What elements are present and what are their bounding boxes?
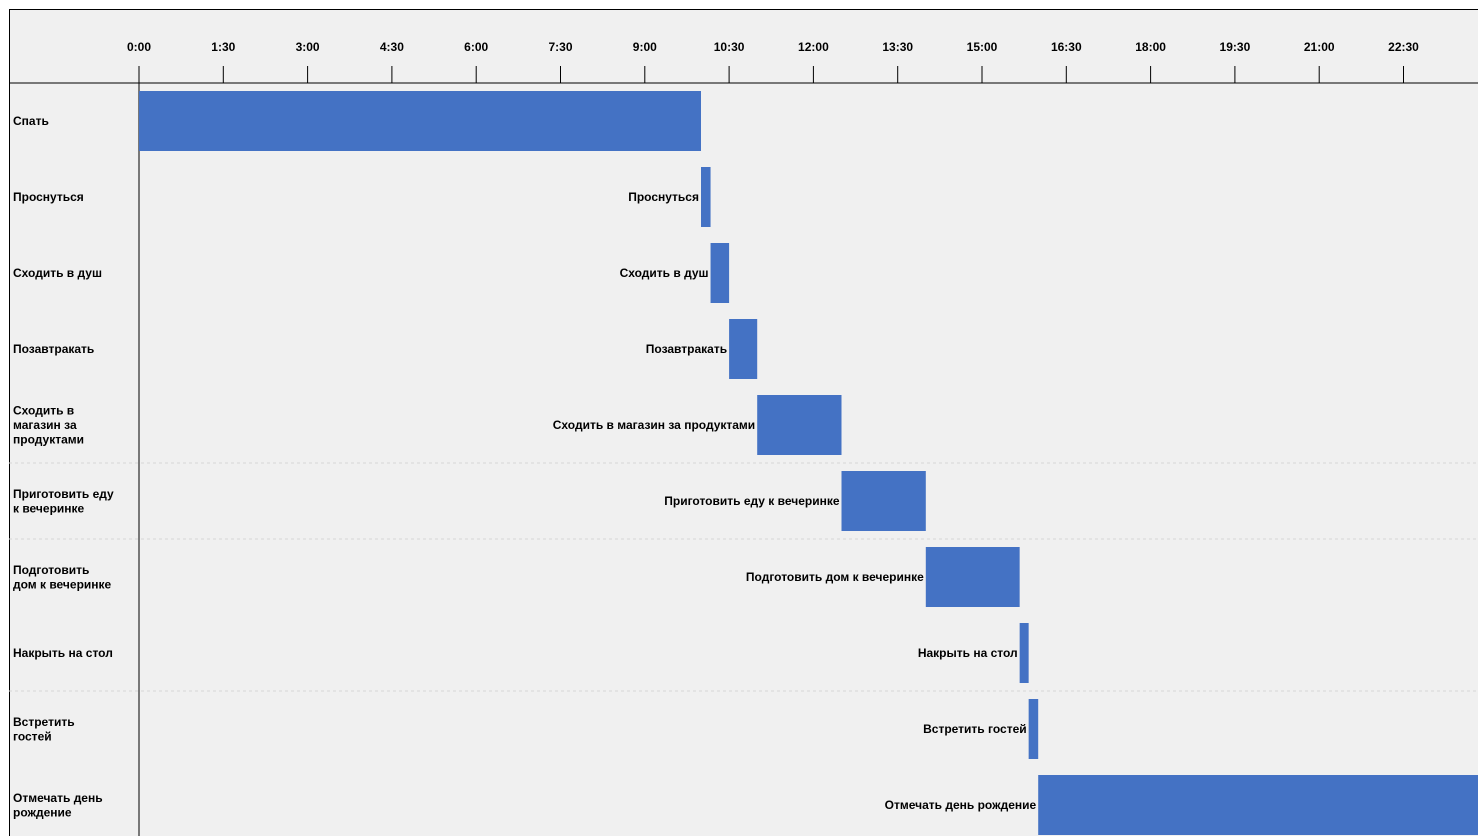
task-bar <box>1038 775 1478 835</box>
tick-label: 4:30 <box>380 40 404 54</box>
row-label: Спать <box>13 114 49 128</box>
bar-label: Встретить гостей <box>923 722 1027 736</box>
row-separators <box>9 462 1478 692</box>
task-bar <box>841 471 926 531</box>
tick-label: 10:30 <box>714 40 745 54</box>
row-label-line: к вечеринке <box>13 501 85 515</box>
tick-label: 13:30 <box>882 40 913 54</box>
bar-label: Накрыть на стол <box>918 646 1018 660</box>
row-label: Отмечать день рождение <box>13 791 103 820</box>
row-label: Приготовить еду к вечеринке <box>13 487 114 516</box>
task-bar <box>1028 699 1039 759</box>
task-bar <box>139 91 701 151</box>
time-axis: 0:00 1:30 3:00 4:30 6:00 7:30 9:00 10:30 12:00 13… <box>9 40 1478 836</box>
row-label-line: продуктами <box>13 433 84 447</box>
row-label-line: Спать <box>13 114 49 128</box>
row-label: Позавтракать <box>13 342 94 356</box>
row-label-line: Встретить <box>13 715 75 729</box>
task-bar <box>757 395 842 455</box>
row-label-line: Сходить в душ <box>13 266 102 280</box>
tick-label: 22:30 <box>1388 40 1419 54</box>
bar-label: Отмечать день рождение <box>885 798 1037 812</box>
tick-label: 19:30 <box>1220 40 1251 54</box>
tick-label: 15:00 <box>967 40 998 54</box>
bar-label: Приготовить еду к вечеринке <box>664 494 840 508</box>
task-bar <box>710 243 730 303</box>
row-label-line: Сходить в <box>13 404 74 418</box>
row-label-line: Отмечать день <box>13 791 103 805</box>
row-label-line: Позавтракать <box>13 342 94 356</box>
row-label-line: магазин за <box>13 418 77 432</box>
row-label-line: Проснуться <box>13 190 84 204</box>
bar-label: Позавтракать <box>646 342 727 356</box>
row-label-line: дом к вечеринке <box>13 577 112 591</box>
bar-label: Сходить в магазин за продуктами <box>553 418 755 432</box>
tick-label: 0:00 <box>127 40 151 54</box>
tick-label: 21:00 <box>1304 40 1335 54</box>
row-label: Проснуться <box>13 190 84 204</box>
tick-label: 12:00 <box>798 40 829 54</box>
row-label-line: рождение <box>13 805 72 819</box>
task-bar <box>925 547 1020 607</box>
tick-label: 9:00 <box>633 40 657 54</box>
tick-label: 1:30 <box>211 40 235 54</box>
row-label-line: Приготовить еду <box>13 487 114 501</box>
bar-label: Сходить в душ <box>620 266 709 280</box>
row-label: Подготовить дом к вечеринке <box>13 563 112 592</box>
tick-label: 16:30 <box>1051 40 1082 54</box>
task-bar <box>729 319 758 379</box>
task-bar <box>701 167 711 227</box>
task-bar <box>1019 623 1029 683</box>
tick-label: 6:00 <box>464 40 488 54</box>
task-bars: Проснуться Сходить в душ Позавтракать Сходи… <box>139 91 1478 835</box>
row-label-line: гостей <box>13 729 52 743</box>
row-label-line: Накрыть на стол <box>13 646 113 660</box>
row-label-line: Подготовить <box>13 563 89 577</box>
bar-label: Проснуться <box>628 190 699 204</box>
row-label: Сходить в магазин за продуктами <box>13 404 84 447</box>
bar-label: Подготовить дом к вечеринке <box>746 570 924 584</box>
row-label: Встретить гостей <box>13 715 75 744</box>
row-label: Накрыть на стол <box>13 646 113 660</box>
tick-label: 18:00 <box>1135 40 1166 54</box>
row-label: Сходить в душ <box>13 266 102 280</box>
tick-label: 3:00 <box>296 40 320 54</box>
task-rows: Спать Проснуться Сходить в душ Позавтракать… <box>13 114 114 819</box>
tick-label: 7:30 <box>548 40 572 54</box>
